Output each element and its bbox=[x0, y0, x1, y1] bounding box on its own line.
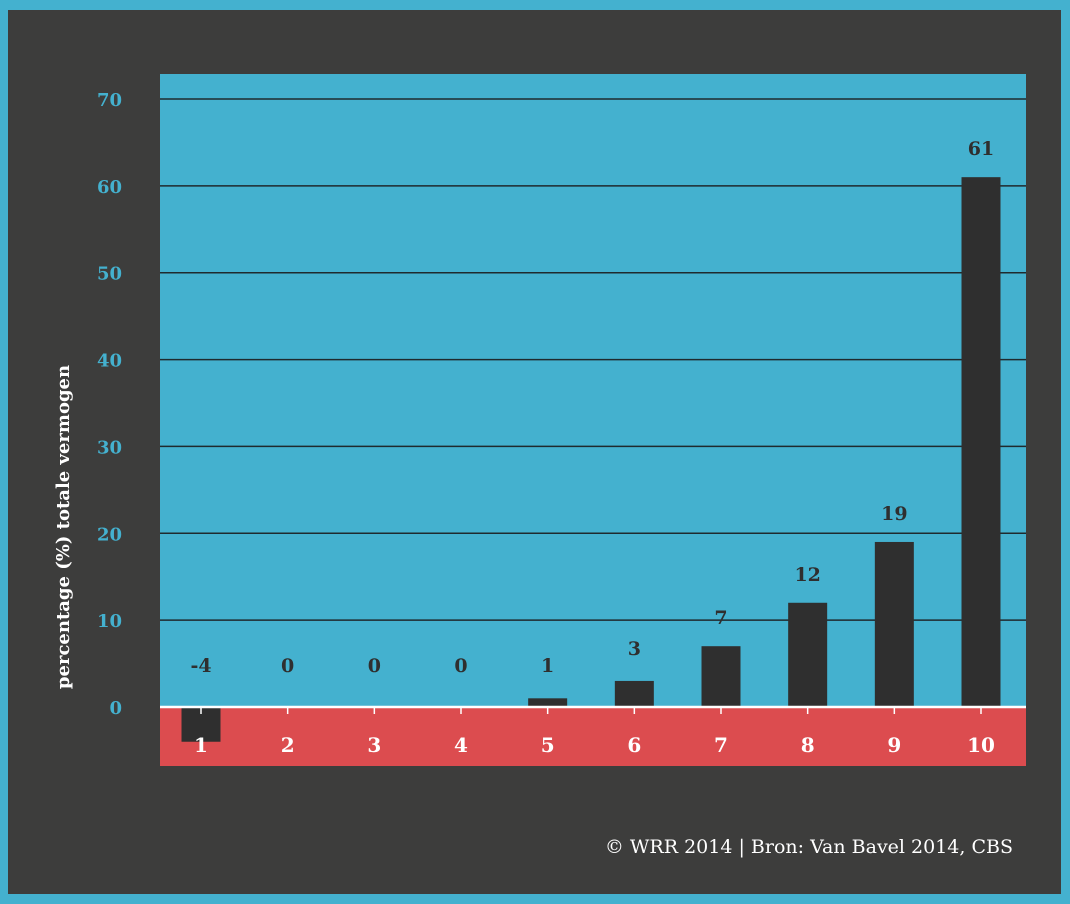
source-credit: © WRR 2014 | Bron: Van Bavel 2014, CBS bbox=[604, 836, 1013, 858]
data-label: 12 bbox=[794, 564, 820, 586]
bar bbox=[701, 646, 741, 707]
data-label: 61 bbox=[968, 138, 994, 160]
x-tick-label: 6 bbox=[627, 733, 641, 757]
category-band bbox=[160, 707, 1026, 766]
y-tick-label: 0 bbox=[109, 698, 122, 719]
x-tick-label: 10 bbox=[967, 733, 995, 757]
data-label: 7 bbox=[714, 607, 727, 629]
bar bbox=[614, 680, 654, 707]
y-tick-label: 60 bbox=[97, 177, 122, 198]
y-tick-label: 40 bbox=[97, 351, 122, 372]
y-tick-label: 20 bbox=[97, 524, 122, 545]
x-tick-label: 4 bbox=[454, 733, 468, 757]
bar-chart: 010203040506070-410203041536771281996110… bbox=[53, 74, 1026, 766]
x-tick-label: 3 bbox=[367, 733, 381, 757]
bar bbox=[961, 177, 1001, 707]
x-tick-label: 2 bbox=[281, 733, 295, 757]
x-tick-label: 5 bbox=[541, 733, 555, 757]
data-label: 0 bbox=[281, 655, 294, 677]
data-label: 19 bbox=[881, 503, 907, 525]
chart-panel: 0 10 20 30 40 50 60 70 -4 1 0 2 0 3 0 4 1 5 3 6 7 7 12 8 19 9 61 10… bbox=[8, 10, 1061, 894]
bar bbox=[874, 541, 914, 707]
data-label: 0 bbox=[454, 655, 467, 677]
x-tick-label: 9 bbox=[887, 733, 901, 757]
data-label: -4 bbox=[190, 655, 211, 677]
y-tick-label: 50 bbox=[97, 264, 122, 285]
bar bbox=[528, 698, 568, 707]
x-tick-label: 8 bbox=[801, 733, 815, 757]
data-label: 3 bbox=[628, 638, 641, 660]
data-label: 1 bbox=[541, 655, 554, 677]
y-tick-label: 10 bbox=[97, 611, 122, 632]
y-axis-label: percentage (%) totale vermogen bbox=[53, 365, 74, 689]
y-tick-label: 70 bbox=[97, 90, 122, 111]
data-label: 0 bbox=[368, 655, 381, 677]
x-tick-label: 1 bbox=[194, 733, 208, 757]
y-tick-label: 30 bbox=[97, 437, 122, 458]
bar bbox=[788, 602, 828, 707]
x-tick-label: 7 bbox=[714, 733, 728, 757]
